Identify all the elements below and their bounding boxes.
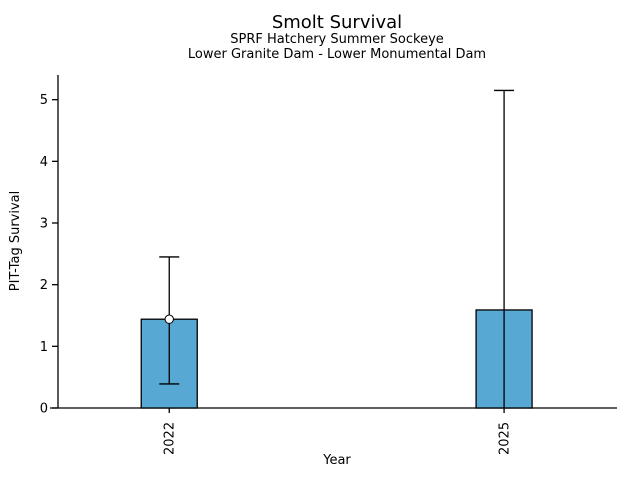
point-estimate-marker — [164, 314, 174, 324]
y-tick-label: 2 — [40, 278, 48, 293]
y-tick-label: 0 — [40, 402, 48, 417]
x-axis-label: Year — [322, 453, 351, 468]
y-tick-label: 4 — [40, 155, 48, 170]
y-tick-label: 1 — [40, 340, 48, 355]
y-tick-label: 3 — [40, 217, 48, 232]
chart-subtitle-2: Lower Granite Dam - Lower Monumental Dam — [188, 47, 486, 62]
plot-area: 0 1 2 3 4 5 2022 2025 — [40, 75, 617, 455]
y-axis-label: PIT-Tag Survival — [8, 191, 23, 291]
chart-title: Smolt Survival — [272, 12, 402, 33]
x-tick-label: 2022 — [163, 422, 178, 455]
chart-subtitle-1: SPRF Hatchery Summer Sockeye — [230, 32, 444, 47]
x-tick-label: 2025 — [498, 422, 513, 455]
y-tick-label: 5 — [40, 93, 48, 108]
